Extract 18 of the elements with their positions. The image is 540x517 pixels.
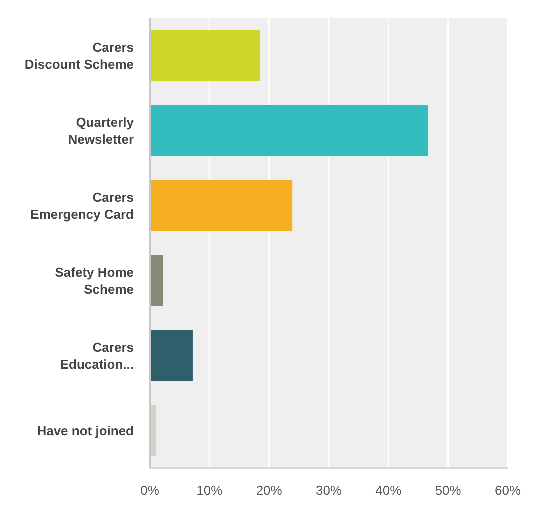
bar xyxy=(150,255,164,306)
y-tick-label: Carers Emergency Card xyxy=(30,190,134,222)
bar xyxy=(150,30,260,81)
y-tick-label: Safety Home Scheme xyxy=(55,264,134,296)
y-tick-label: Carers Discount Scheme xyxy=(24,40,134,72)
x-tick-label: 40% xyxy=(376,483,402,498)
x-tick-label: 10% xyxy=(196,483,224,498)
x-tick-label: 30% xyxy=(316,483,342,498)
x-tick-label: 50% xyxy=(435,483,462,498)
y-tick-label: Quarterly Newsletter xyxy=(68,114,135,146)
y-tick-label: Have not joined xyxy=(37,423,134,438)
bar xyxy=(150,330,193,381)
y-tick-label: Carers Education... xyxy=(60,340,134,372)
x-tick-label: 60% xyxy=(494,483,522,498)
x-tick-label: 0% xyxy=(140,483,160,498)
x-tick-label: 20% xyxy=(256,483,283,498)
bar xyxy=(150,180,293,231)
bar xyxy=(150,105,428,156)
